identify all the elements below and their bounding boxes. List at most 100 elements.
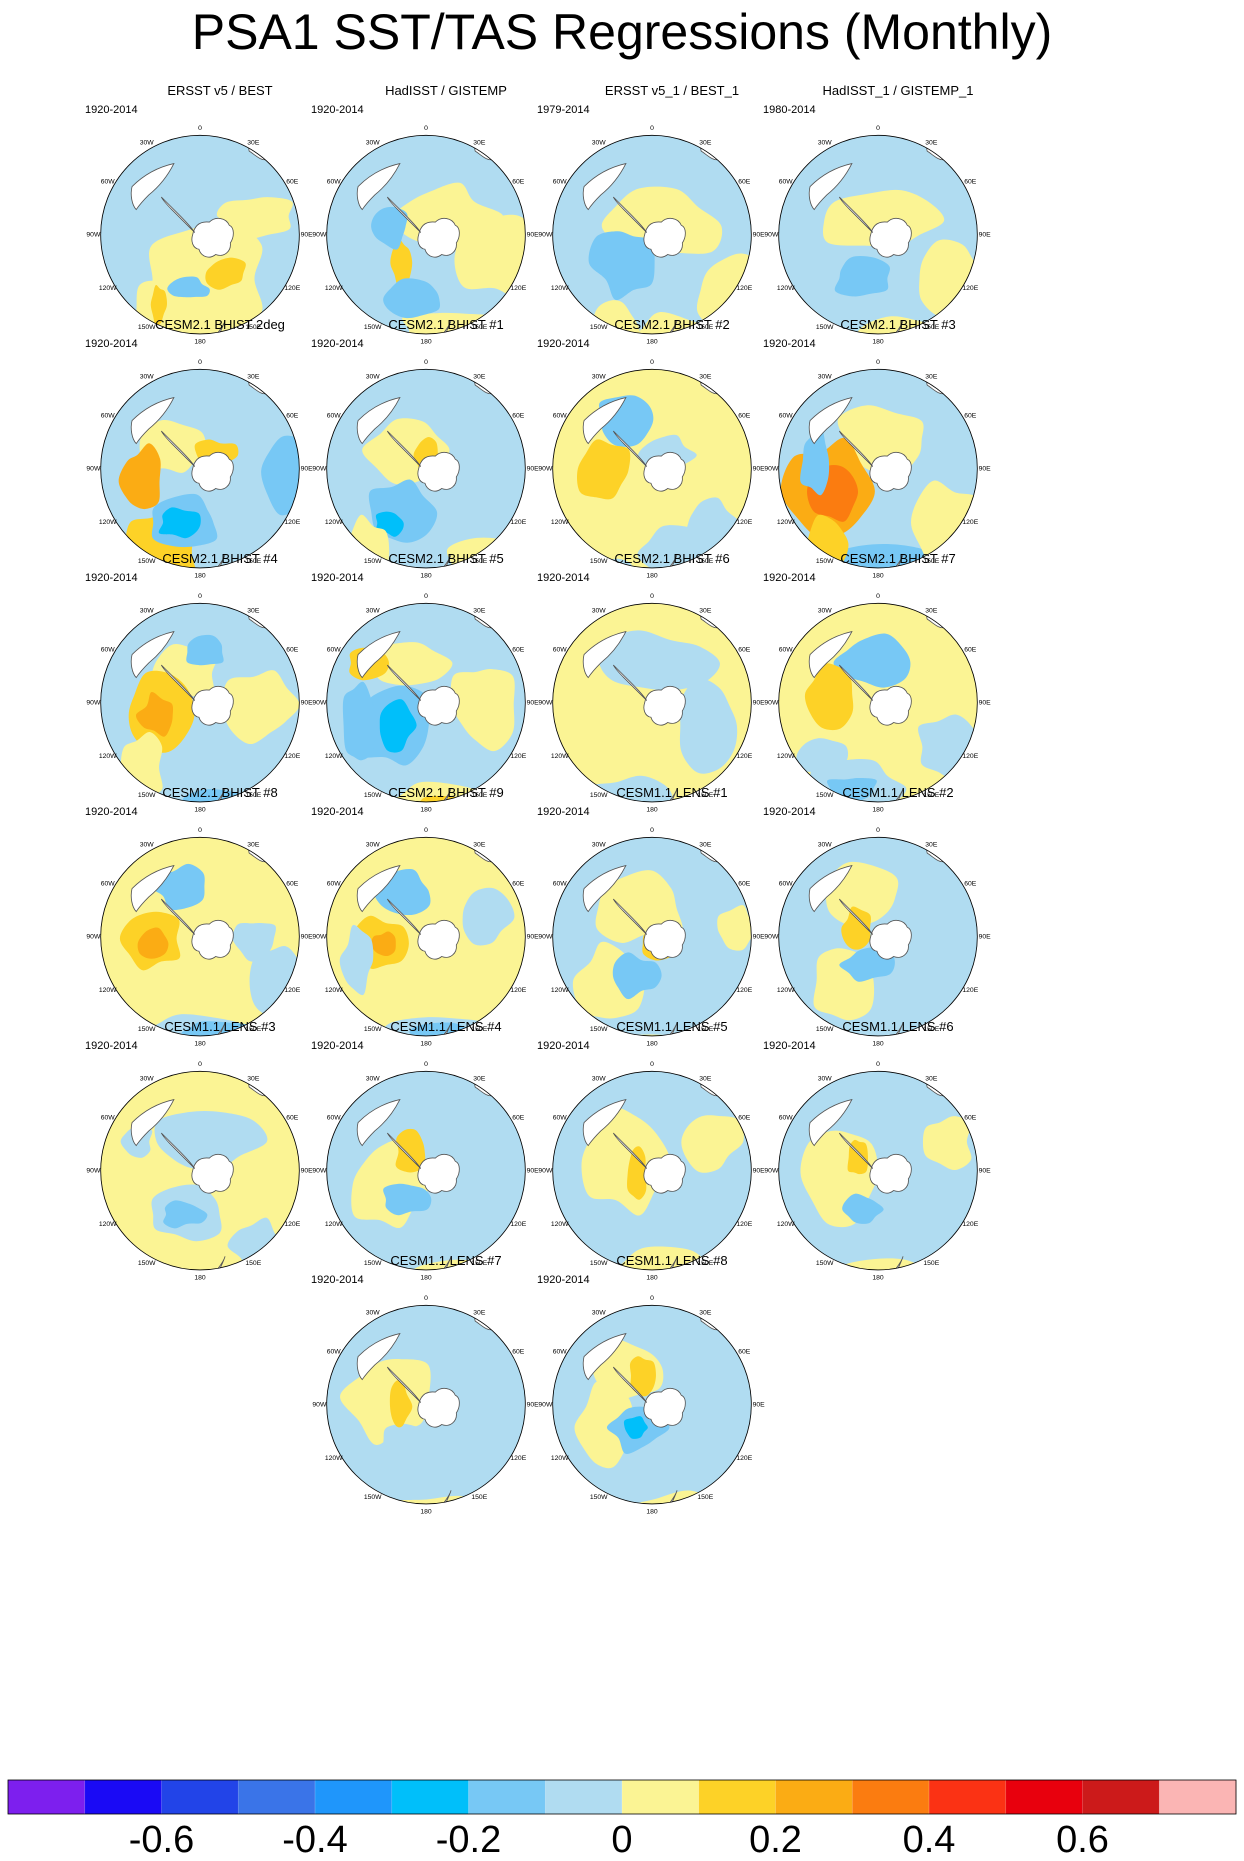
longitude-label: 120E — [962, 987, 978, 994]
longitude-label: 0 — [650, 1061, 654, 1068]
longitude-label: 120E — [510, 519, 526, 526]
anomaly-contour — [588, 775, 673, 802]
longitude-label: 150E — [471, 558, 487, 565]
longitude-label: 150E — [923, 1260, 939, 1267]
panel-title: CESM2.1 BHIST 2deg — [155, 317, 285, 332]
anomaly-contour — [135, 691, 174, 737]
colorbar-tick-label: 0.2 — [749, 1819, 802, 1861]
longitude-label: 120E — [736, 285, 752, 292]
south-america-landmass — [808, 1098, 853, 1147]
anomaly-contour — [454, 214, 526, 298]
panel-period: 1920-2014 — [311, 572, 364, 584]
longitude-label: 150W — [816, 792, 834, 799]
longitude-label: 90W — [764, 934, 779, 941]
map-panel: ERSST v5_1 / BEST_1 1979-2014 0 30E 60E 90E 12… — [537, 83, 807, 353]
map-border — [552, 368, 752, 569]
south-america-landmass — [130, 162, 175, 211]
longitude-label: 120E — [284, 519, 300, 526]
longitude-label: 120E — [510, 285, 526, 292]
panel-title: CESM1.1 LENS #4 — [390, 1019, 502, 1034]
longitude-label: 60E — [286, 178, 299, 185]
longitude-label: 30E — [699, 373, 712, 380]
longitude-label: 90E — [753, 466, 766, 473]
map-panel: CESM2.1 BHIST #6 1920-2014 0 30E 60E 90E 120E 1… — [537, 551, 807, 821]
longitude-label: 60W — [553, 412, 568, 419]
longitude-label: 30W — [592, 607, 607, 614]
longitude-label: 180 — [646, 572, 658, 579]
south-america-landmass — [356, 396, 401, 445]
longitude-label: 180 — [646, 1274, 658, 1281]
longitude-label: 180 — [872, 1040, 884, 1047]
south-america-landmass — [130, 1098, 175, 1147]
antarctica-landmass — [191, 1153, 234, 1194]
longitude-label: 120W — [325, 285, 343, 292]
map-panel: CESM2.1 BHIST #7 1920-2014 0 30E 60E 90E 120E 1… — [763, 551, 1033, 821]
longitude-label: 30E — [925, 373, 938, 380]
longitude-label: 90W — [86, 700, 101, 707]
panel-period: 1920-2014 — [311, 338, 364, 350]
longitude-label: 120W — [777, 519, 795, 526]
longitude-label: 90W — [86, 466, 101, 473]
longitude-label: 120E — [284, 987, 300, 994]
south-america-landmass — [582, 1332, 627, 1381]
longitude-label: 90E — [753, 232, 766, 239]
south-america-landmass — [356, 1332, 401, 1381]
antarctica-landmass — [417, 451, 460, 492]
polar-map: 0 30E 60E 90E 120E 150E 180 150W 120W 90W 60W 30W — [86, 593, 313, 813]
panel-title: CESM2.1 BHIST #9 — [388, 785, 504, 800]
polar-map: 0 30E 60E 90E 120E 150E 180 150W 120W 90W 60W 30W — [86, 827, 313, 1047]
longitude-label: 180 — [646, 338, 658, 345]
panel-title: ERSST v5_1 / BEST_1 — [604, 83, 740, 98]
longitude-label: 150W — [364, 792, 382, 799]
panel-period: 1920-2014 — [763, 1040, 816, 1052]
longitude-label: 150E — [697, 324, 713, 331]
map-panel: CESM2.1 BHIST #1 1920-2014 0 30E 60E 90E 120E 1… — [311, 317, 581, 587]
map-border — [552, 134, 752, 335]
antarctica-landmass — [191, 217, 234, 258]
longitude-label: 150E — [471, 792, 487, 799]
longitude-label: 120W — [777, 987, 795, 994]
longitude-label: 180 — [872, 572, 884, 579]
antarctic-peninsula — [160, 196, 196, 233]
longitude-label: 30W — [592, 373, 607, 380]
longitude-label: 120E — [736, 753, 752, 760]
map-border — [552, 836, 752, 1037]
longitude-label: 90W — [764, 700, 779, 707]
antarctica-landmass — [869, 217, 912, 258]
panel-period: 1920-2014 — [85, 338, 138, 350]
longitude-label: 120E — [736, 987, 752, 994]
anomaly-contour — [205, 257, 246, 290]
panel-period: 1920-2014 — [537, 572, 590, 584]
antarctic-peninsula — [838, 430, 874, 467]
longitude-label: 120W — [99, 519, 117, 526]
longitude-label: 30W — [818, 607, 833, 614]
longitude-label: 0 — [424, 1061, 428, 1068]
longitude-label: 90W — [764, 232, 779, 239]
longitude-label: 30W — [140, 607, 155, 614]
longitude-label: 0 — [198, 359, 202, 366]
map-panel: CESM2.1 BHIST #2 1920-2014 0 30E 60E 90E 120E 1… — [537, 317, 807, 587]
map-border — [326, 602, 526, 803]
polar-map: 0 30E 60E 90E 120E 150E 180 150W 120W 90W 60W 30W — [86, 1061, 313, 1281]
anomaly-contour — [339, 924, 374, 996]
longitude-label: 150E — [245, 558, 261, 565]
longitude-label: 60E — [512, 1114, 525, 1121]
longitude-label: 60W — [327, 646, 342, 653]
longitude-label: 90W — [312, 700, 327, 707]
longitude-label: 30W — [818, 139, 833, 146]
anomaly-contour — [342, 681, 377, 761]
longitude-label: 0 — [650, 593, 654, 600]
panel-title: CESM1.1 LENS #6 — [842, 1019, 954, 1034]
longitude-label: 60W — [553, 646, 568, 653]
anomaly-contour — [629, 1356, 656, 1397]
antarctic-peninsula — [612, 1366, 648, 1403]
antarctica-landmass — [869, 919, 912, 960]
longitude-label: 150W — [590, 792, 608, 799]
longitude-label: 60E — [286, 646, 299, 653]
antarctic-peninsula — [838, 664, 874, 701]
colorbar — [7, 1779, 1237, 1815]
map-panel: ERSST v5 / BEST 1920-2014 0 30E 60E 90E 120E 15… — [85, 83, 355, 353]
longitude-label: 30E — [247, 841, 260, 848]
map-border — [100, 602, 300, 803]
panel-title: CESM1.1 LENS #7 — [390, 1253, 502, 1268]
